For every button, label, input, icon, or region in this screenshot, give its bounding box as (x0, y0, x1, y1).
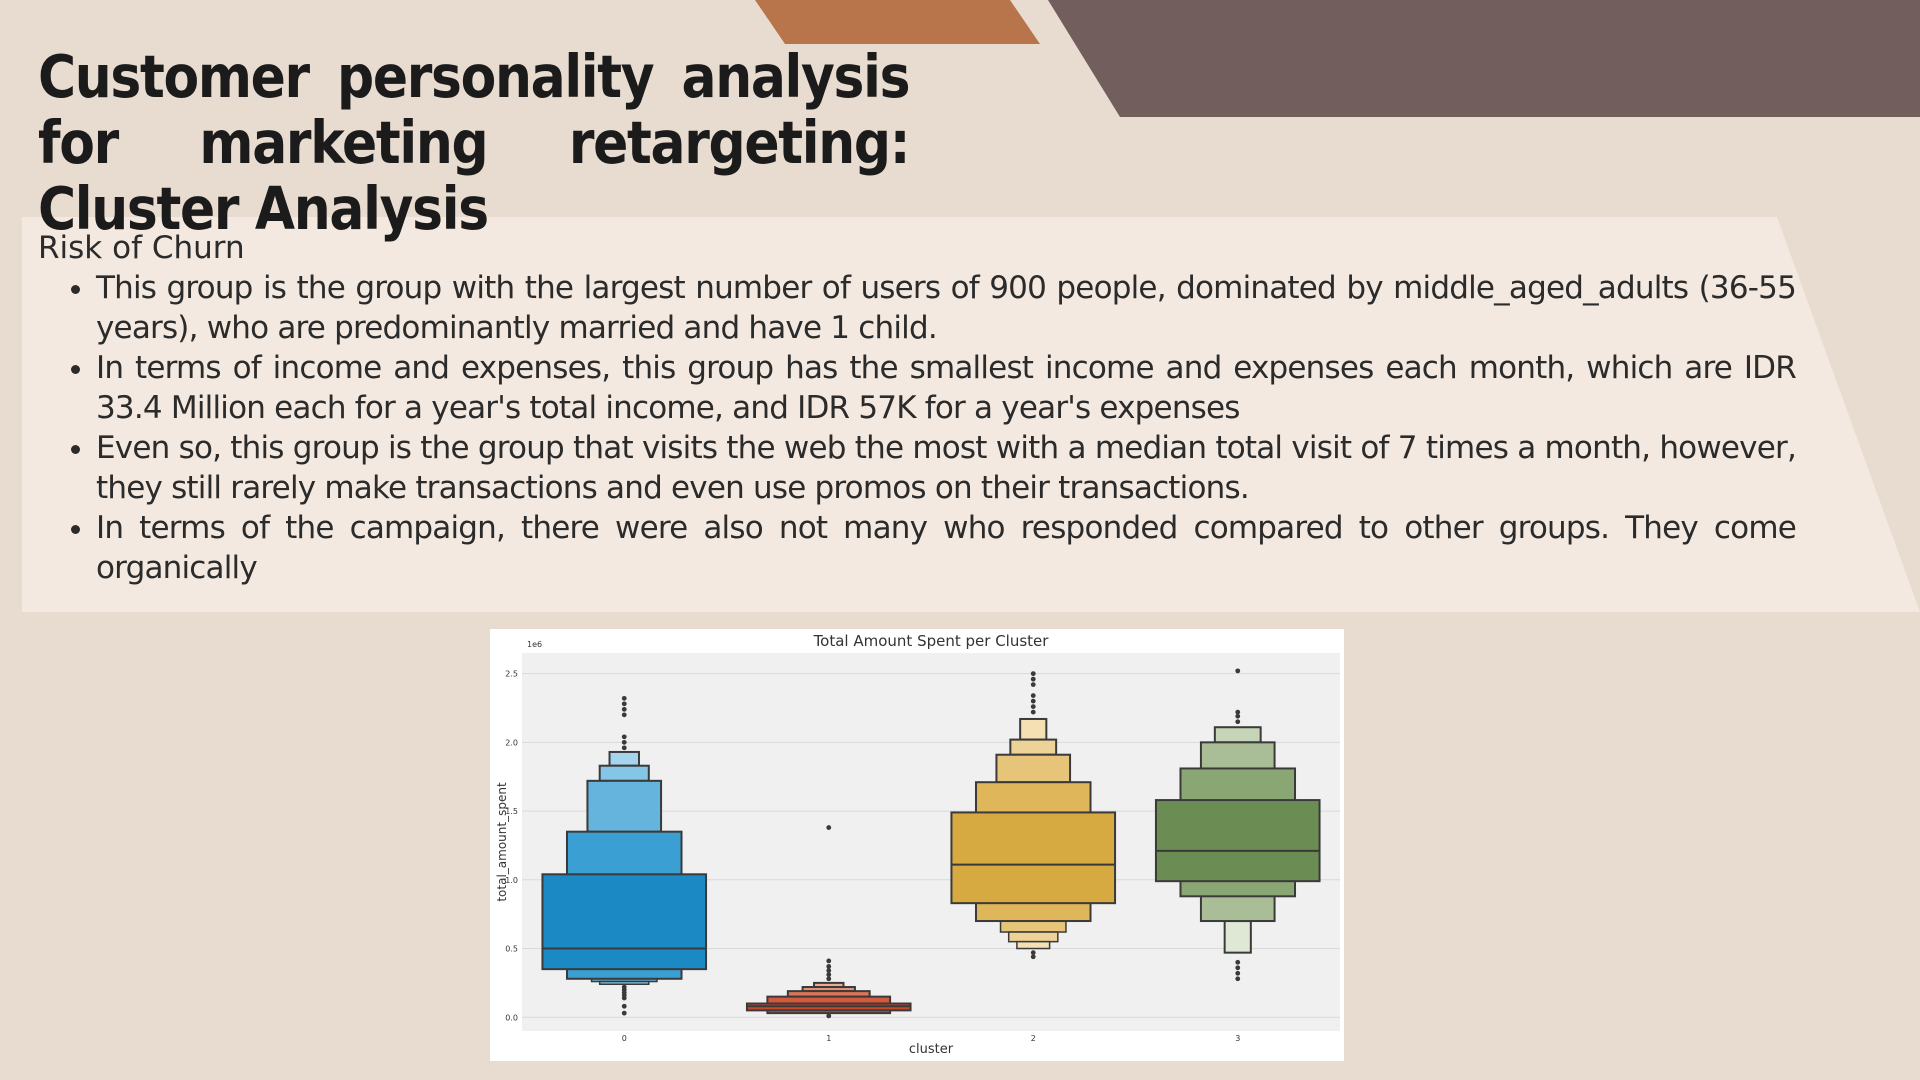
outlier-point (826, 963, 832, 969)
text-panel-background (22, 217, 1920, 612)
section-title: Risk of Churn (38, 230, 245, 266)
outlier-point (826, 825, 832, 830)
outlier-point (621, 1003, 627, 1009)
outlier-point (1030, 693, 1036, 699)
boxen-box (1223, 920, 1252, 954)
chart-title: Total Amount Spent per Cluster (813, 632, 1050, 650)
outlier-point (1235, 965, 1241, 971)
boxen-chart: 0.0 0.5 1.0 1.5 2.0 2.5 0 1 2 3 Total Amount Spen… (490, 629, 1344, 1061)
boxen-box (1009, 738, 1058, 756)
boxen-box (1154, 799, 1321, 883)
y-tick-label: 2.5 (505, 670, 518, 679)
outlier-point (826, 972, 832, 978)
boxen-box (1019, 717, 1048, 741)
y-tick-label: 0.0 (505, 1013, 518, 1022)
outlier-point (1030, 954, 1036, 960)
outlier-point (1235, 668, 1241, 674)
bullet-item: In terms of income and expenses, this gr… (96, 348, 1797, 428)
y-axis-label: total_amount_spent (495, 782, 509, 902)
boxen-box (541, 873, 708, 971)
boxen-box (586, 779, 663, 833)
x-axis-label: cluster (909, 1042, 954, 1057)
boxen-box (1213, 726, 1262, 744)
y-tick-label: 0.5 (505, 945, 518, 954)
outlier-point (621, 695, 627, 701)
orange-accent-shape (755, 0, 1040, 44)
x-tick-label: 1 (826, 1034, 831, 1043)
outlier-point (1235, 719, 1241, 725)
boxen-box (1016, 940, 1051, 950)
outlier-point (1030, 950, 1036, 956)
boxen-box (608, 750, 640, 767)
outlier-point (621, 734, 627, 740)
y-scale-label: 1e6 (527, 640, 542, 649)
outlier-point (1030, 671, 1036, 677)
outlier-point (826, 976, 832, 982)
text-panel: Risk of Churn This group is the group wi… (38, 228, 1797, 588)
outlier-point (1030, 704, 1036, 710)
chart-svg: 0.0 0.5 1.0 1.5 2.0 2.5 0 1 2 3 Total Amount Spen… (490, 629, 1344, 1061)
boxen-box (950, 811, 1117, 905)
boxen-box (999, 920, 1067, 933)
bullet-list: This group is the group with the largest… (38, 268, 1797, 588)
outlier-point (1235, 959, 1241, 965)
boxen-box (1007, 931, 1059, 943)
cluster-2-boxes (950, 671, 1117, 960)
outlier-point (826, 958, 832, 964)
outlier-point (1030, 709, 1036, 715)
cluster-0-boxes (541, 695, 708, 1016)
outlier-point (621, 739, 627, 745)
outlier-point (1235, 970, 1241, 976)
outlier-point (826, 1013, 832, 1019)
bullet-item: This group is the group with the largest… (96, 268, 1797, 348)
outlier-point (621, 701, 627, 707)
outlier-point (1235, 976, 1241, 982)
bullet-item: In terms of the campaign, there were als… (96, 508, 1797, 588)
y-tick-label: 1.5 (505, 807, 518, 816)
x-tick-label: 3 (1235, 1034, 1240, 1043)
x-tick-label: 2 (1031, 1034, 1036, 1043)
outlier-point (621, 745, 627, 751)
boxen-box (598, 980, 650, 986)
outlier-point (621, 995, 627, 1001)
brown-accent-shape (1048, 0, 1920, 117)
outlier-point (826, 968, 832, 973)
outlier-point (1030, 698, 1036, 704)
outlier-point (1235, 709, 1241, 715)
boxen-box (598, 764, 650, 782)
cluster-3-boxes (1154, 668, 1321, 982)
y-tick-label: 1.0 (505, 876, 518, 885)
outlier-point (621, 706, 627, 712)
bullet-item: Even so, this group is the group that vi… (96, 428, 1797, 508)
outlier-point (621, 712, 627, 718)
outlier-point (1235, 713, 1241, 719)
boxen-box (995, 753, 1072, 784)
cluster-1-boxes (745, 825, 912, 1019)
outlier-point (1030, 682, 1036, 688)
outlier-point (1030, 676, 1036, 682)
x-tick-label: 0 (622, 1034, 627, 1043)
outlier-point (621, 1010, 627, 1016)
y-tick-label: 2.0 (505, 738, 518, 747)
slide-title: Customer personality analysis for market… (38, 42, 911, 243)
